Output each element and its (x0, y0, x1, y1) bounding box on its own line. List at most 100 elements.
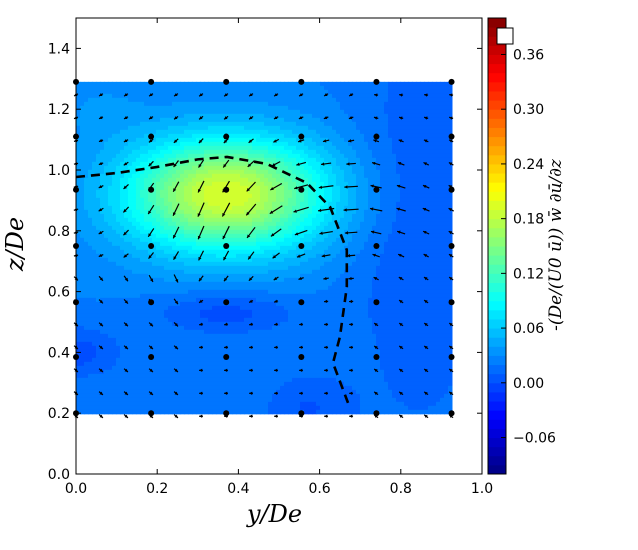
contour-cell (200, 277, 205, 283)
contour-cell (248, 309, 253, 315)
contour-cell (252, 253, 257, 259)
contour-cell (292, 173, 297, 179)
contour-cell (92, 205, 97, 211)
contour-cell (76, 293, 81, 299)
contour-cell (92, 401, 97, 407)
contour-cell (160, 273, 165, 279)
contour-cell (184, 233, 189, 239)
contour-cell (120, 101, 125, 107)
contour-cell (216, 97, 221, 103)
contour-cell (152, 305, 157, 311)
contour-cell (112, 249, 117, 255)
contour-cell (84, 165, 89, 171)
contour-cell (112, 241, 117, 247)
contour-cell (188, 337, 193, 343)
contour-cell (300, 285, 305, 291)
contour-cell (80, 309, 85, 315)
contour-cell (244, 349, 249, 355)
contour-cell (192, 81, 197, 87)
contour-cell (112, 329, 117, 335)
contour-cell (256, 177, 261, 183)
contour-cell (196, 377, 201, 383)
contour-cell (136, 249, 141, 255)
contour-cell (236, 93, 241, 99)
contour-cell (288, 145, 293, 151)
contour-cell (120, 117, 125, 123)
contour-cell (300, 401, 305, 407)
contour-cell (160, 249, 165, 255)
contour-cell (272, 201, 277, 207)
contour-cell (180, 397, 185, 403)
contour-cell (104, 209, 109, 215)
contour-cell (180, 353, 185, 359)
contour-cell (160, 109, 165, 115)
contour-cell (160, 177, 165, 183)
contour-cell (224, 397, 229, 403)
contour-cell (224, 181, 229, 187)
contour-cell (308, 297, 313, 303)
contour-cell (300, 317, 305, 323)
contour-cell (112, 381, 117, 387)
contour-cell (240, 269, 245, 275)
contour-cell (292, 333, 297, 339)
contour-cell (120, 389, 125, 395)
contour-cell (316, 89, 321, 95)
contour-cell (200, 381, 205, 387)
contour-cell (92, 101, 97, 107)
contour-cell (200, 369, 205, 375)
contour-cell (112, 229, 117, 235)
contour-cell (236, 149, 241, 155)
contour-cell (148, 325, 153, 331)
contour-cell (96, 261, 101, 267)
contour-cell (140, 401, 145, 407)
contour-cell (192, 161, 197, 167)
contour-cell (220, 329, 225, 335)
contour-cell (84, 233, 89, 239)
contour-cell (116, 329, 121, 335)
contour-cell (312, 221, 317, 227)
contour-cell (292, 229, 297, 235)
contour-cell (300, 253, 305, 259)
contour-cell (108, 281, 113, 287)
contour-cell (264, 217, 269, 223)
contour-cell (128, 285, 133, 291)
contour-cell (100, 333, 105, 339)
contour-cell (232, 153, 237, 159)
contour-cell (172, 201, 177, 207)
contour-cell (292, 321, 297, 327)
contour-cell (124, 373, 129, 379)
contour-cell (80, 393, 85, 399)
contour-cell (304, 157, 309, 163)
contour-cell (112, 133, 117, 139)
contour-cell (300, 149, 305, 155)
contour-cell (224, 261, 229, 267)
contour-cell (176, 361, 181, 367)
contour-cell (132, 169, 137, 175)
contour-cell (252, 401, 257, 407)
contour-cell (308, 289, 313, 295)
contour-cell (296, 121, 301, 127)
contour-cell (156, 185, 161, 191)
contour-cell (136, 405, 141, 411)
contour-cell (240, 261, 245, 267)
contour-cell (176, 193, 181, 199)
contour-cell (208, 141, 213, 147)
contour-cell (256, 217, 261, 223)
contour-cell (176, 301, 181, 307)
contour-cell (108, 401, 113, 407)
contour-cell (172, 297, 177, 303)
contour-cell (104, 361, 109, 367)
contour-cell (196, 369, 201, 375)
contour-cell (312, 297, 317, 303)
contour-cell (288, 337, 293, 343)
contour-cell (144, 409, 149, 415)
contour-cell (112, 261, 117, 267)
contour-cell (252, 273, 257, 279)
contour-cell (92, 137, 97, 143)
contour-cell (284, 405, 289, 411)
contour-cell (172, 121, 177, 127)
contour-cell (184, 197, 189, 203)
contour-cell (204, 381, 209, 387)
contour-cell (236, 305, 241, 311)
contour-cell (100, 409, 105, 415)
